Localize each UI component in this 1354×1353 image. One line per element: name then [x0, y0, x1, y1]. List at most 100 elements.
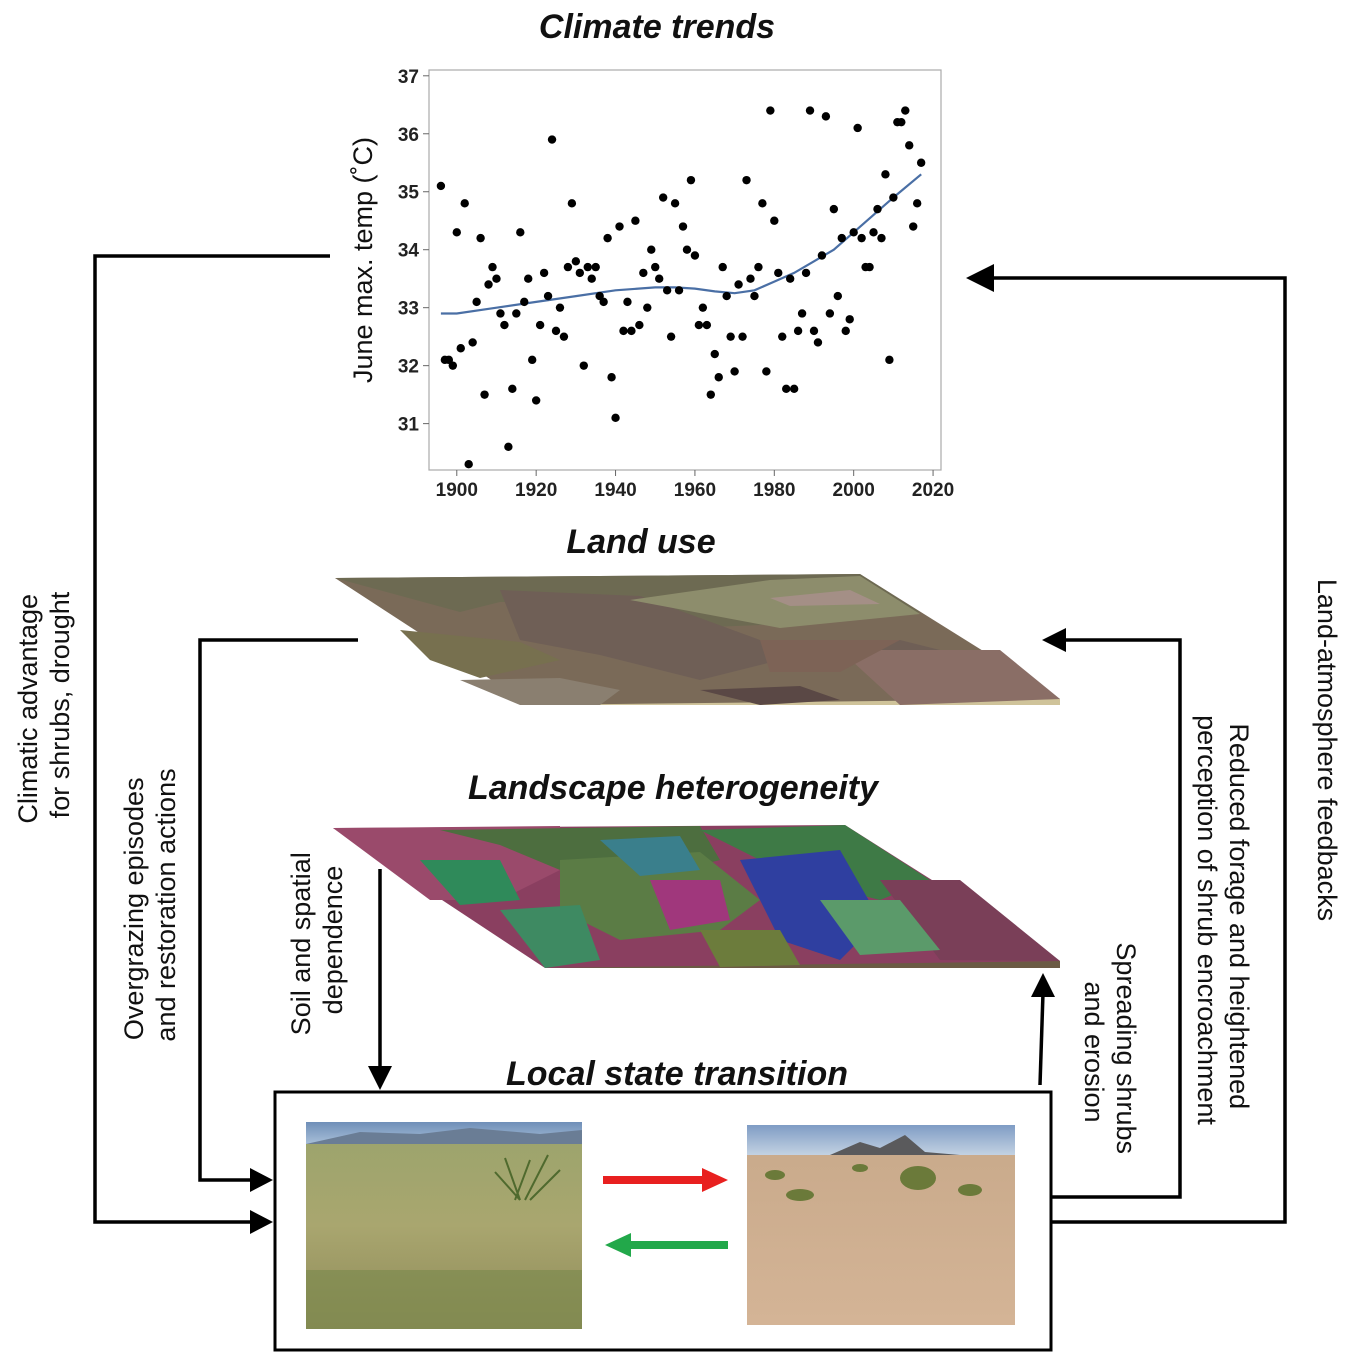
data-point: [805, 106, 815, 115]
data-point: [559, 332, 569, 341]
data-point: [774, 268, 783, 278]
data-point: [912, 199, 922, 208]
data-point: [651, 262, 660, 272]
land-use-layer: [335, 574, 1060, 705]
data-point: [658, 193, 668, 202]
data-point: [897, 117, 906, 127]
data-point: [476, 233, 485, 243]
y-tick-label: 37: [398, 67, 419, 88]
data-point: [520, 297, 529, 307]
land-atmosphere-label: Land-atmosphere feedbacks: [1312, 579, 1342, 921]
data-point: [579, 361, 588, 370]
climate-trends-title: Climate trends: [539, 8, 775, 46]
data-point: [527, 355, 537, 365]
data-point: [706, 390, 715, 399]
data-point: [456, 344, 465, 353]
data-point: [452, 228, 461, 237]
y-tick-label: 33: [398, 299, 419, 320]
x-tick-label: 2000: [833, 480, 875, 501]
y-tick-label: 35: [398, 183, 420, 204]
data-point: [480, 390, 489, 399]
data-point: [889, 193, 898, 202]
data-point: [901, 106, 910, 115]
data-point: [631, 216, 640, 225]
data-point: [547, 135, 557, 144]
data-point: [853, 123, 862, 133]
overgrazing-label: Overgrazing episodes and restoration act…: [119, 768, 181, 1041]
soil-dependence-label: Soil and spatial dependence: [286, 845, 348, 1036]
to-shrubland-arrowhead: [702, 1168, 728, 1192]
data-point: [460, 199, 469, 208]
data-point: [496, 309, 505, 318]
data-point: [623, 297, 632, 307]
climate-scatter-chart: 1900 1920 1940 1960 1980 2000 2020 31 32 33 34 35 36…: [348, 67, 954, 501]
overgrazing-arrow: [198, 638, 358, 1182]
data-point: [797, 309, 807, 318]
y-tick-label: 31: [398, 415, 420, 436]
data-point: [643, 303, 652, 312]
data-point: [674, 286, 684, 295]
data-point: [500, 320, 509, 330]
climatic-advantage-label: Climatic advantage for shrubs, drought: [13, 586, 75, 823]
local-state-transition-title: Local state transition: [506, 1055, 848, 1093]
plot-frame: [428, 69, 942, 471]
data-point: [603, 233, 612, 243]
landscape-heterogeneity-title: Landscape heterogeneity: [468, 769, 880, 807]
data-point: [488, 262, 497, 272]
axis-ticks: 1900 1920 1940 1960 1980 2000 2020 31 32 33 34 35 36…: [398, 67, 954, 501]
data-point: [662, 286, 672, 295]
data-point: [678, 222, 688, 231]
x-tick-label: 1980: [753, 480, 795, 501]
data-point: [837, 233, 846, 243]
data-point: [539, 268, 549, 278]
data-point: [825, 309, 835, 318]
data-point: [877, 233, 886, 243]
data-point: [916, 158, 926, 167]
land-atmosphere-arrow: [990, 276, 1287, 1224]
climatic-advantage-arrow: [93, 254, 330, 1224]
data-point: [694, 320, 704, 330]
data-point: [742, 175, 751, 185]
data-point: [555, 303, 565, 312]
data-point: [575, 268, 585, 278]
data-point: [647, 245, 656, 254]
data-point: [833, 291, 843, 301]
data-point: [865, 262, 874, 272]
data-point: [849, 228, 858, 237]
data-point: [583, 262, 592, 272]
data-point: [508, 384, 517, 394]
data-point: [670, 199, 680, 208]
spreading-shrubs-label: Spreading shrubs and erosion: [1079, 942, 1141, 1161]
data-point: [770, 216, 779, 225]
data-point: [845, 315, 854, 324]
data-point: [551, 326, 561, 336]
data-point: [655, 274, 664, 283]
data-point: [698, 303, 708, 312]
x-tick-label: 1940: [594, 480, 636, 501]
data-point: [841, 326, 850, 336]
data-point: [817, 251, 827, 260]
x-tick-label: 1900: [436, 480, 478, 501]
data-point: [754, 262, 763, 272]
reduced-forage-arrow: [1051, 638, 1182, 1199]
data-point: [690, 251, 700, 260]
data-point: [686, 175, 696, 185]
data-point: [722, 291, 731, 301]
data-point: [682, 245, 692, 254]
data-point: [873, 204, 882, 214]
data-point: [571, 257, 581, 266]
data-point: [801, 268, 811, 278]
data-point: [639, 268, 648, 278]
data-point: [809, 326, 819, 336]
data-point: [734, 280, 743, 289]
data-point: [599, 297, 608, 307]
data-point: [567, 199, 577, 208]
data-point: [524, 274, 533, 283]
data-point: [607, 373, 616, 382]
data-point: [821, 112, 831, 121]
data-point: [766, 106, 775, 115]
data-point: [516, 228, 525, 237]
shrubland-photo: [747, 1125, 1015, 1325]
